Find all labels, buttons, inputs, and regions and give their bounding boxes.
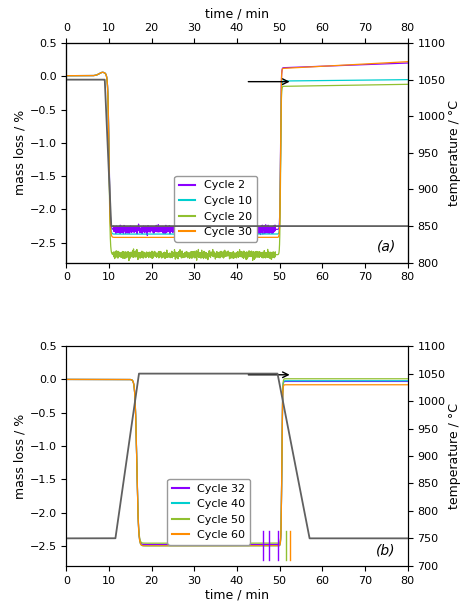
X-axis label: time / min: time / min bbox=[205, 8, 269, 21]
Text: (a): (a) bbox=[376, 240, 396, 254]
Text: (b): (b) bbox=[376, 543, 396, 557]
X-axis label: time / min: time / min bbox=[205, 589, 269, 601]
Y-axis label: mass loss / %: mass loss / % bbox=[14, 110, 27, 196]
Y-axis label: temperature / °C: temperature / °C bbox=[448, 100, 461, 206]
Legend: Cycle 32, Cycle 40, Cycle 50, Cycle 60: Cycle 32, Cycle 40, Cycle 50, Cycle 60 bbox=[167, 479, 250, 545]
Legend: Cycle 2, Cycle 10, Cycle 20, Cycle 30: Cycle 2, Cycle 10, Cycle 20, Cycle 30 bbox=[174, 176, 257, 242]
Y-axis label: temperature / °C: temperature / °C bbox=[448, 403, 461, 509]
Y-axis label: mass loss / %: mass loss / % bbox=[14, 413, 27, 499]
